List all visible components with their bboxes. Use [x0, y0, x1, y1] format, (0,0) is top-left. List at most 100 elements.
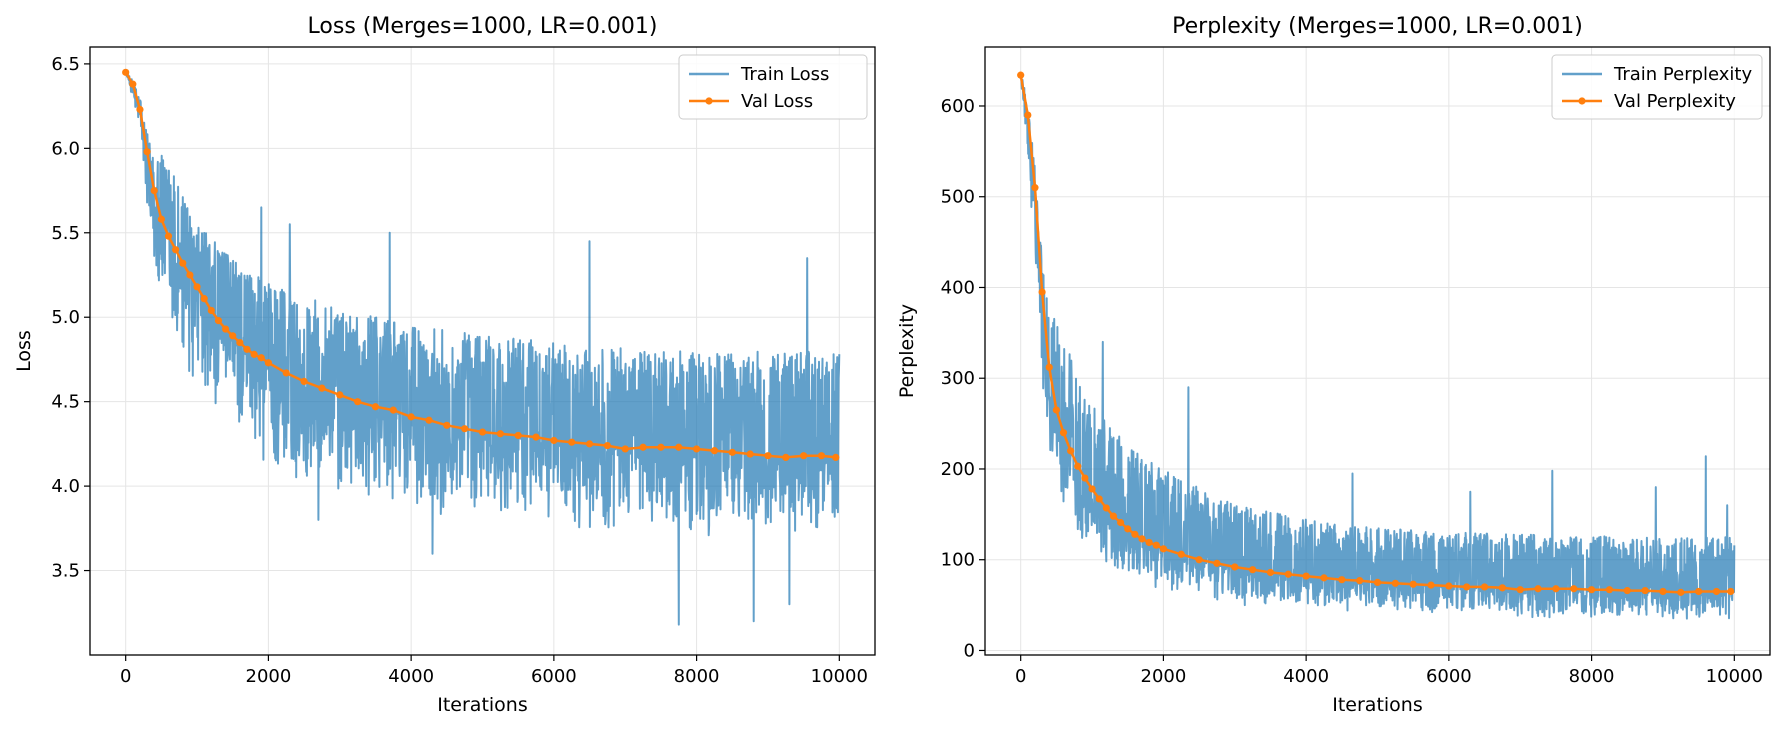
- legend-train-loss-label: Train Loss: [740, 64, 829, 85]
- loss-val-point: [143, 148, 151, 156]
- loss-val-point: [336, 391, 344, 399]
- loss-val-point: [207, 306, 215, 315]
- loss-val-point: [746, 450, 754, 458]
- legend-val-perplexity-marker: [1578, 97, 1586, 105]
- legend-val-loss-label: Val Loss: [741, 91, 813, 112]
- loss-x-tick-label: 6000: [531, 666, 577, 687]
- loss-x-tick-label: 0: [120, 666, 131, 687]
- perplexity-val-point: [1177, 550, 1185, 558]
- loss-legend-box: [678, 54, 868, 120]
- loss-val-point: [621, 445, 629, 453]
- loss-val-point: [407, 413, 415, 421]
- loss-chart: 0 2000 4000 6000 8000 10000 3.5 4.0 4.5 5.0 5.5 6.0…: [13, 14, 876, 716]
- perplexity-y-tick-label: 500: [941, 187, 975, 208]
- loss-val-point: [639, 443, 647, 451]
- perplexity-val-point: [1138, 535, 1146, 543]
- val-loss-series: [122, 68, 840, 461]
- perplexity-val-point: [1498, 584, 1506, 592]
- loss-val-point: [157, 215, 165, 223]
- perplexity-val-point: [1249, 566, 1257, 574]
- perplexity-val-point: [1445, 582, 1453, 590]
- perplexity-val-point: [1427, 581, 1435, 589]
- perplexity-val-point: [1152, 541, 1160, 549]
- loss-train-line: [124, 69, 841, 626]
- perplexity-val-point: [1570, 585, 1578, 593]
- loss-val-point: [236, 338, 244, 347]
- loss-val-point: [782, 453, 790, 461]
- perplexity-val-point: [1067, 447, 1075, 455]
- perplexity-x-tick-label: 4000: [1283, 666, 1329, 687]
- perplexity-x-tick-label: 2000: [1141, 666, 1187, 687]
- loss-val-point: [318, 384, 326, 392]
- loss-val-point: [461, 425, 469, 433]
- loss-x-tick-label: 10000: [811, 666, 868, 687]
- loss-plot-frame: [89, 46, 876, 656]
- perplexity-val-point: [1266, 568, 1275, 577]
- perplexity-chart-title: Perplexity (Merges=1000, LR=0.001): [1172, 14, 1583, 39]
- perplexity-val-point: [1409, 580, 1417, 588]
- perplexity-val-point: [1017, 71, 1025, 79]
- perplexity-val-point: [1213, 559, 1221, 567]
- perplexity-val-point: [1284, 570, 1292, 578]
- loss-val-point: [300, 377, 308, 385]
- perplexity-y-tick-label: 400: [941, 277, 975, 298]
- train-loss-series: [124, 69, 841, 626]
- perplexity-val-point: [1109, 512, 1118, 520]
- val-perplexity-series: [1017, 71, 1735, 596]
- perplexity-val-point: [1338, 576, 1346, 584]
- perplexity-val-point: [1159, 545, 1168, 553]
- loss-val-point: [514, 431, 522, 440]
- perplexity-val-point: [1024, 111, 1032, 119]
- perplexity-legend: Train Perplexity Val Perplexity: [1551, 54, 1763, 120]
- loss-val-point: [186, 271, 194, 279]
- perplexity-val-point: [1102, 504, 1110, 512]
- loss-x-axis-label: Iterations: [437, 694, 528, 716]
- loss-val-point: [221, 325, 230, 333]
- legend-train-perplexity-label: Train Perplexity: [1613, 64, 1752, 85]
- perplexity-val-point: [1088, 485, 1096, 493]
- perplexity-val-point: [1231, 563, 1239, 571]
- perplexity-y-tick-label: 0: [964, 640, 975, 661]
- perplexity-val-point: [1038, 288, 1046, 296]
- perplexity-x-tick-label: 8000: [1569, 666, 1615, 687]
- loss-val-point: [800, 452, 808, 460]
- perplexity-val-point: [1695, 587, 1703, 596]
- loss-val-point: [136, 105, 144, 114]
- perplexity-val-point: [1131, 530, 1139, 538]
- loss-y-tick-label: 4.0: [51, 476, 80, 497]
- perplexity-val-point: [1059, 429, 1068, 437]
- perplexity-val-point: [1320, 574, 1328, 582]
- loss-val-point: [150, 186, 158, 195]
- loss-val-point: [243, 345, 251, 353]
- loss-val-point: [496, 430, 504, 438]
- perplexity-x-tick-label: 6000: [1426, 666, 1472, 687]
- loss-val-point: [817, 452, 826, 460]
- loss-y-tick-label: 3.5: [51, 561, 80, 582]
- loss-val-point: [568, 438, 576, 446]
- perplexity-x-tick-label: 0: [1015, 666, 1026, 687]
- perplexity-val-point: [1145, 538, 1153, 547]
- loss-val-point: [603, 441, 611, 450]
- perplexity-val-point: [1124, 525, 1132, 533]
- train-perplexity-series: [1019, 73, 1736, 620]
- perplexity-val-point: [1052, 406, 1060, 414]
- loss-val-point: [425, 416, 433, 424]
- perplexity-val-point: [1195, 556, 1203, 564]
- loss-val-point: [257, 354, 265, 362]
- loss-legend: Train Loss Val Loss: [678, 54, 868, 120]
- loss-val-point: [532, 433, 540, 441]
- perplexity-val-point: [1605, 586, 1614, 594]
- loss-val-point: [164, 232, 173, 240]
- loss-y-tick-label: 5.0: [51, 307, 80, 328]
- loss-val-point: [214, 317, 223, 325]
- perplexity-y-tick-label: 100: [941, 550, 975, 571]
- perplexity-val-point: [1480, 583, 1489, 591]
- loss-val-point: [264, 359, 273, 367]
- loss-val-point: [692, 445, 701, 453]
- loss-y-tick-label: 5.5: [51, 223, 80, 244]
- perplexity-val-point: [1677, 588, 1685, 596]
- perplexity-y-tick-label: 300: [941, 368, 975, 389]
- perplexity-axes: 0 2000 4000 6000 8000 10000 0 100 200 300 400 500 60…: [941, 46, 1771, 687]
- perplexity-x-tick-label: 10000: [1706, 666, 1763, 687]
- loss-val-point: [832, 453, 840, 461]
